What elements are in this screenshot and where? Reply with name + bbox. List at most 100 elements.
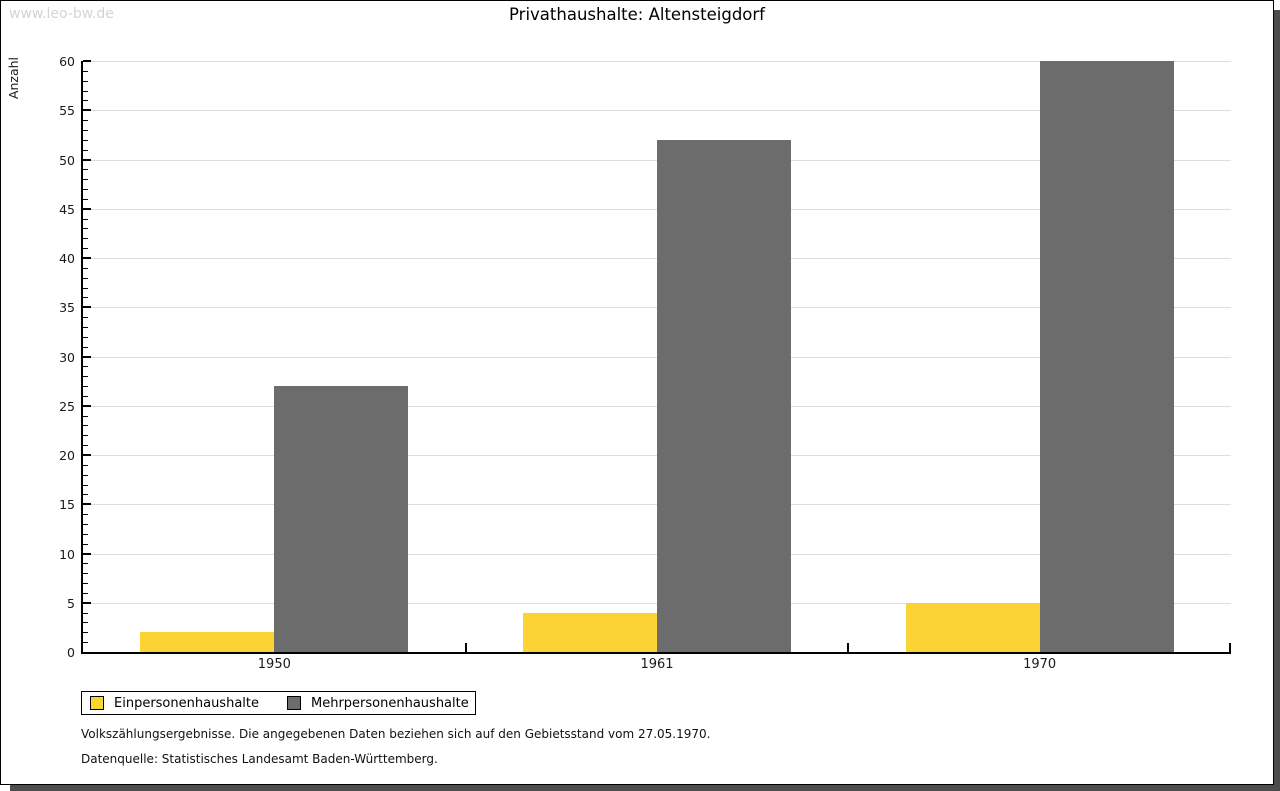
y-minor-tick-39 [83,267,88,269]
legend-swatch-mehrpersonenhaushalte [287,696,301,710]
y-minor-tick-38 [83,277,88,279]
chart-title: Privathaushalte: Altensteigdorf [509,5,765,24]
y-minor-tick-21 [83,445,88,447]
y-major-tick-45 [83,207,91,210]
y-minor-tick-29 [83,366,88,368]
y-axis-line [81,61,83,652]
bar-einpersonenhaushalte-1950 [140,632,275,652]
y-minor-tick-1 [83,642,88,644]
y-major-tick-25 [83,404,91,407]
y-minor-tick-12 [83,533,88,535]
y-minor-tick-34 [83,317,88,319]
legend-label-mehrpersonenhaushalte: Mehrpersonenhaushalte [311,695,469,711]
y-minor-tick-54 [83,120,88,122]
legend-item-einpersonenhaushalte: Einpersonenhaushalte [90,696,259,711]
x-tick-2 [847,643,850,652]
y-minor-tick-53 [83,129,88,131]
y-minor-tick-31 [83,346,88,348]
y-minor-tick-19 [83,464,88,466]
y-major-tick-5 [83,601,91,604]
footnote-line-2: Datenquelle: Statistisches Landesamt Bad… [81,752,438,766]
y-minor-tick-48 [83,179,88,181]
y-minor-tick-32 [83,336,88,338]
bar-mehrpersonenhaushalte-1950 [274,386,409,652]
y-minor-tick-41 [83,248,88,250]
drop-shadow-right [1274,10,1280,791]
bar-mehrpersonenhaushalte-1961 [657,139,791,652]
y-minor-tick-57 [83,90,88,92]
y-tick-label-40: 40 [59,251,75,266]
y-minor-tick-51 [83,149,88,151]
y-minor-tick-59 [83,70,88,72]
y-minor-tick-37 [83,287,88,289]
y-tick-label-45: 45 [59,201,75,217]
y-tick-label-20: 20 [59,448,75,463]
x-tick-1 [464,643,467,652]
y-minor-tick-49 [83,169,88,171]
bar-mehrpersonenhaushalte-1970 [1039,61,1174,652]
y-minor-tick-44 [83,218,88,220]
y-tick-label-50: 50 [59,152,75,168]
legend-item-mehrpersonenhaushalte: Mehrpersonenhaushalte [287,696,469,711]
y-minor-tick-14 [83,514,88,516]
y-minor-tick-36 [83,297,88,299]
gridline-55 [83,110,1231,112]
y-major-tick-15 [83,503,91,506]
y-minor-tick-27 [83,386,88,388]
x-category-label-1970: 1970 [1023,657,1057,672]
plot-area: 0 5 10 15 20 25 30 35 40 45 50 55 60 1950 1961 1970 [59,54,1231,672]
x-category-label-1950: 1950 [257,657,291,672]
y-minor-tick-28 [83,376,88,378]
y-minor-tick-8 [83,573,88,575]
y-major-tick-35 [83,306,91,309]
y-major-tick-40 [83,257,91,259]
y-axis-title: Anzahl [6,57,21,100]
y-major-tick-60 [83,60,91,62]
y-tick-label-55: 55 [59,103,75,119]
y-major-tick-50 [83,158,91,161]
y-tick-label-5: 5 [67,595,75,611]
y-tick-label-60: 60 [59,54,75,69]
legend-swatch-einpersonenhaushalte [90,696,104,710]
y-major-tick-55 [83,109,91,112]
y-major-tick-30 [83,355,91,358]
y-minor-tick-9 [83,563,88,565]
y-tick-label-30: 30 [59,349,75,365]
y-minor-tick-13 [83,523,88,525]
bar-einpersonenhaushalte-1961 [523,612,657,652]
y-tick-label-15: 15 [59,497,75,513]
y-minor-tick-16 [83,494,88,496]
y-minor-tick-43 [83,228,88,230]
y-minor-tick-3 [83,622,88,624]
y-tick-label-10: 10 [59,546,75,562]
y-minor-tick-42 [83,238,88,240]
y-minor-tick-33 [83,326,88,328]
y-minor-tick-2 [83,632,88,634]
y-minor-tick-58 [83,80,88,82]
y-major-tick-20 [83,454,91,456]
y-minor-tick-11 [83,543,88,545]
y-minor-tick-7 [83,583,88,585]
y-minor-tick-56 [83,100,88,102]
y-minor-tick-18 [83,474,88,476]
watermark: www.leo-bw.de [9,6,114,22]
y-minor-tick-4 [83,612,88,614]
legend-label-einpersonenhaushalte: Einpersonenhaushalte [114,695,259,711]
y-minor-tick-47 [83,189,88,191]
bar-einpersonenhaushalte-1970 [905,602,1040,652]
y-tick-label-0: 0 [67,645,75,660]
gridline-60 [83,61,1231,62]
y-minor-tick-17 [83,484,88,486]
y-tick-label-35: 35 [59,300,75,316]
y-major-tick-10 [83,552,91,555]
y-minor-tick-24 [83,415,88,417]
y-minor-tick-6 [83,592,88,594]
x-tick-3 [1229,643,1231,652]
legend: Einpersonenhaushalte Mehrpersonenhaushal… [81,691,476,715]
x-axis-line [81,652,1231,654]
y-minor-tick-22 [83,435,88,437]
drop-shadow-bottom [10,785,1280,791]
footnote-line-1: Volkszählungsergebnisse. Die angegebenen… [81,727,711,741]
y-tick-label-25: 25 [59,398,75,414]
